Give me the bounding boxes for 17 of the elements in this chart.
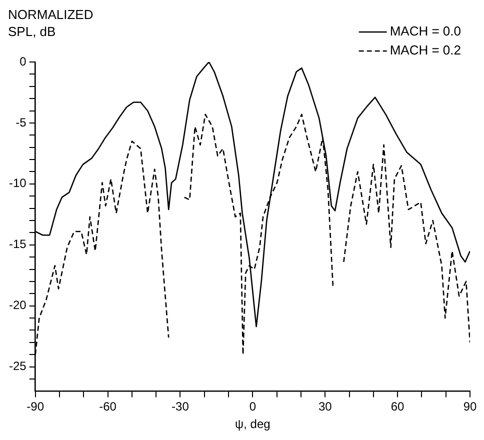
x-tick-label: -30 bbox=[172, 400, 190, 414]
y-tick-label: -5 bbox=[16, 115, 27, 130]
legend-label: MACH = 0.0 bbox=[390, 24, 462, 39]
y-tick-label: 0 bbox=[20, 54, 27, 68]
y-tick-label: -15 bbox=[9, 237, 27, 252]
x-axis-title: ψ, deg bbox=[235, 417, 270, 432]
y-tick-label: -10 bbox=[9, 176, 27, 190]
x-tick-label: 0 bbox=[249, 400, 256, 414]
x-tick-label: -60 bbox=[99, 400, 117, 414]
y-axis-title: NORMALIZED SPL, dB bbox=[8, 6, 94, 40]
y-tick-label: -25 bbox=[9, 359, 27, 374]
x-tick-label: 60 bbox=[390, 400, 405, 414]
x-tick-label: 30 bbox=[318, 400, 332, 414]
x-tick-label: -90 bbox=[26, 400, 44, 414]
legend-label: MACH = 0.2 bbox=[390, 42, 462, 58]
y-tick-label: -20 bbox=[9, 298, 27, 312]
x-tick-label: 90 bbox=[463, 400, 477, 414]
